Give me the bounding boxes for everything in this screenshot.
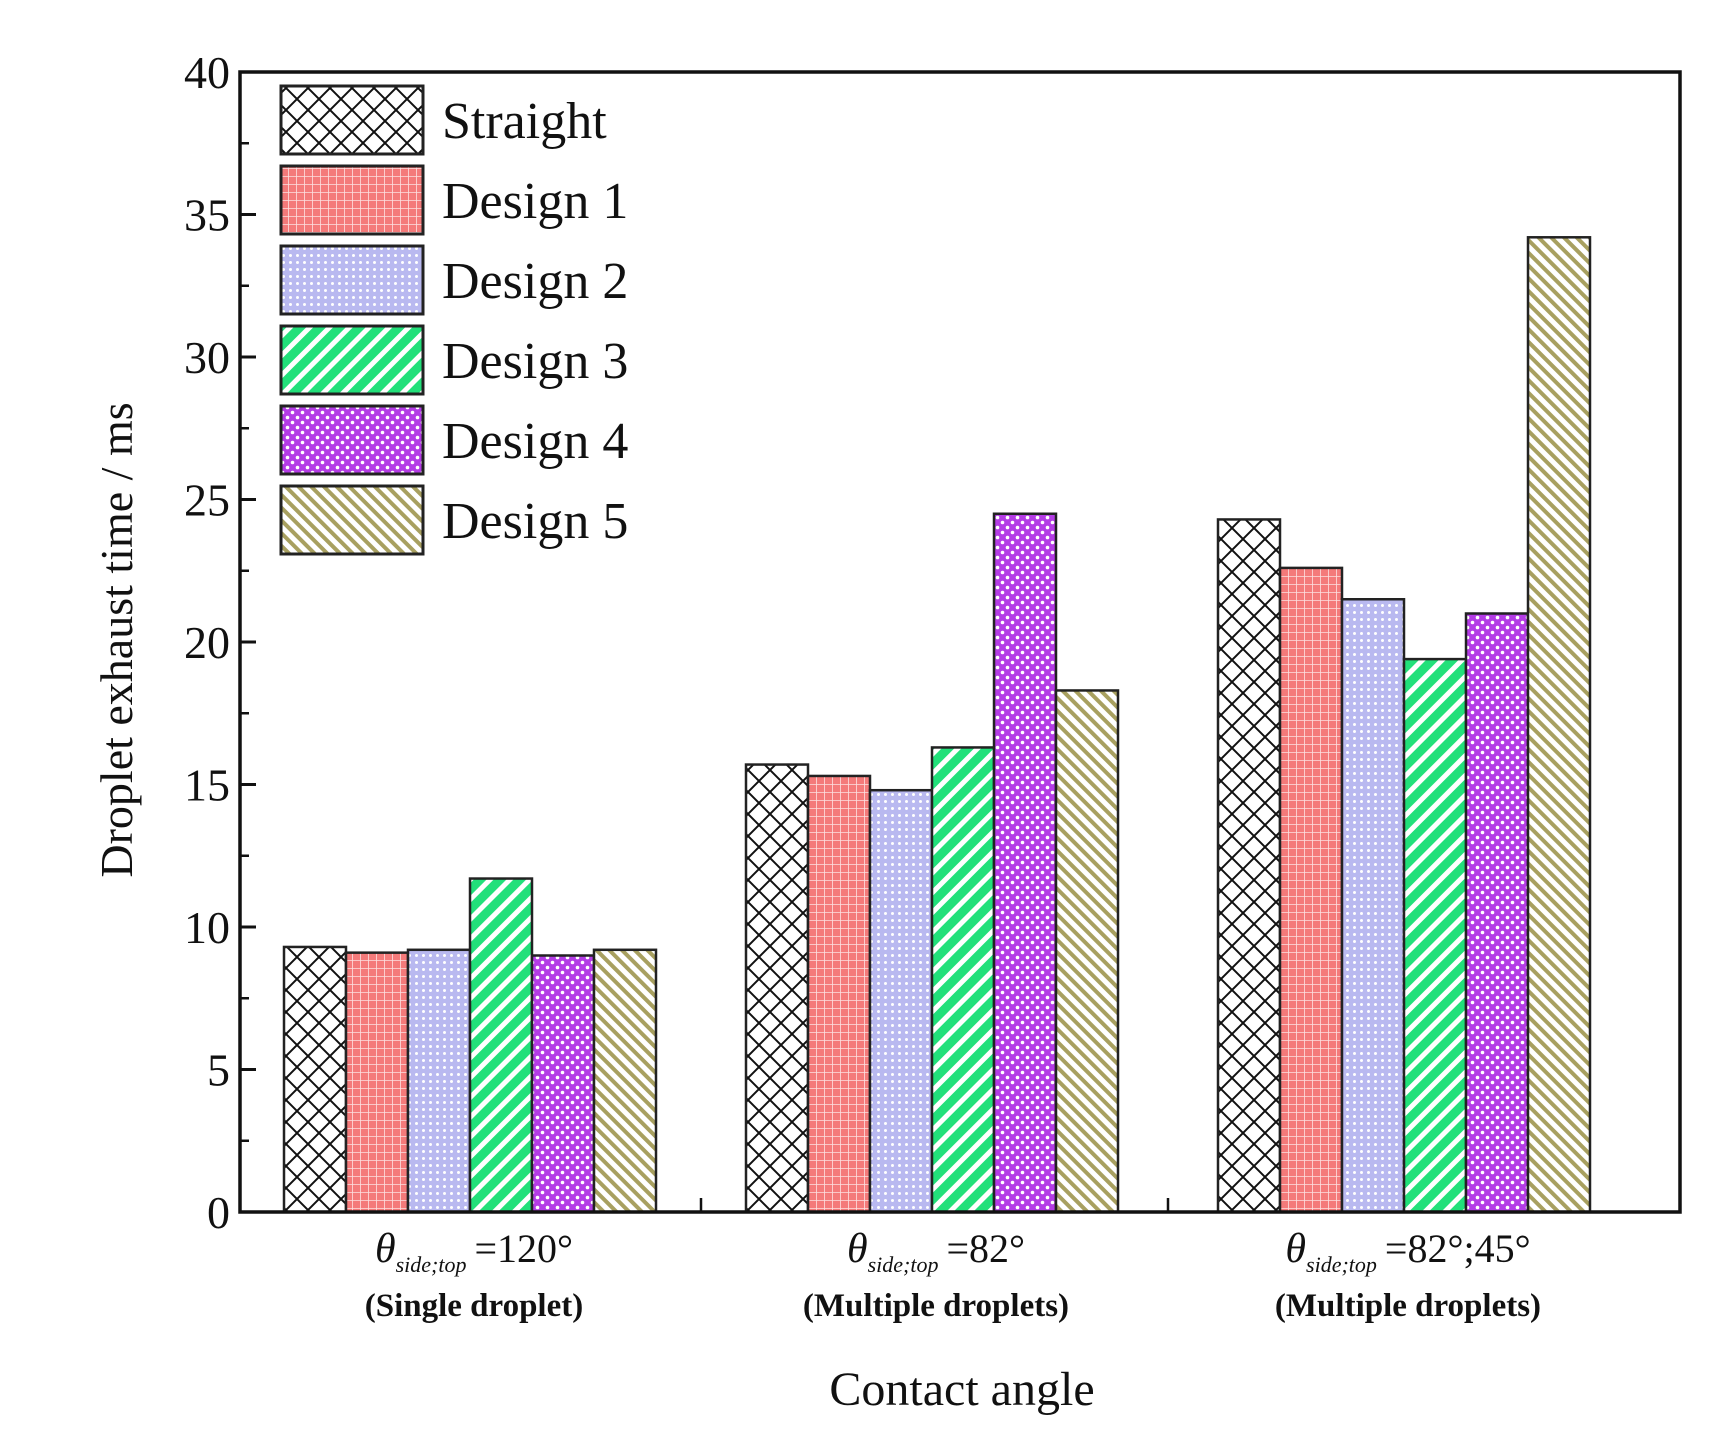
bar-straight-group-2 bbox=[744, 763, 810, 1214]
y-tick-label: 25 bbox=[184, 475, 230, 526]
bar-design-4-group-3 bbox=[1464, 612, 1530, 1214]
category-subscript: side;top bbox=[396, 1252, 467, 1277]
legend-item-design-2: Design 2 bbox=[279, 244, 628, 316]
bar-design-1-group-3 bbox=[1278, 566, 1344, 1214]
bar-design-2-group-3 bbox=[1340, 598, 1406, 1214]
y-tick-label: 15 bbox=[184, 760, 230, 811]
legend-swatch bbox=[279, 244, 425, 316]
legend-item-straight: Straight bbox=[279, 84, 607, 156]
category-value: =82° bbox=[946, 1226, 1025, 1271]
svg-text:θside;top=82°;45°: θside;top =82°;45° bbox=[1285, 1226, 1530, 1277]
legend-label: Design 1 bbox=[442, 173, 628, 230]
bars-layer bbox=[282, 236, 1592, 1214]
legend-swatch bbox=[279, 484, 425, 556]
bar-design-5-group-1 bbox=[592, 948, 658, 1214]
legend-swatch bbox=[279, 324, 425, 396]
legend-label: Design 5 bbox=[442, 493, 628, 550]
bar-design-2-group-1 bbox=[406, 948, 472, 1214]
bar-design-1-group-1 bbox=[344, 951, 410, 1214]
bar-straight-group-1 bbox=[282, 945, 348, 1214]
y-tick-label: 35 bbox=[184, 190, 230, 241]
x-category-label-3: θside;top =82°;45° (Multiple droplets) bbox=[1275, 1226, 1541, 1324]
svg-text:θside;top=82°: θside;top =82° bbox=[847, 1226, 1025, 1277]
bar-design-3-group-2 bbox=[930, 746, 996, 1214]
category-value: =82°;45° bbox=[1385, 1226, 1531, 1271]
bar-design-2-group-2 bbox=[868, 788, 934, 1214]
legend-swatch bbox=[279, 164, 425, 236]
legend-swatch bbox=[279, 404, 425, 476]
bar-straight-group-3 bbox=[1216, 518, 1282, 1214]
y-tick-label: 40 bbox=[184, 47, 230, 98]
bar-design-4-group-2 bbox=[992, 512, 1058, 1214]
y-tick-label: 30 bbox=[184, 332, 230, 383]
x-category-label-2: θside;top =82° (Multiple droplets) bbox=[803, 1226, 1069, 1324]
legend-item-design-3: Design 3 bbox=[279, 324, 628, 396]
y-tick-label: 5 bbox=[207, 1045, 230, 1096]
legend-label: Design 4 bbox=[442, 413, 628, 470]
legend-item-design-1: Design 1 bbox=[279, 164, 628, 236]
y-tick-label: 20 bbox=[184, 617, 230, 668]
bar-design-5-group-3 bbox=[1526, 236, 1592, 1214]
legend-swatch bbox=[279, 84, 425, 156]
y-axis-title: Droplet exhaust time / ms bbox=[91, 402, 142, 877]
x-axis-title: Contact angle bbox=[829, 1363, 1094, 1416]
category-symbol: θ bbox=[847, 1226, 868, 1272]
legend-item-design-5: Design 5 bbox=[279, 484, 628, 556]
bar-design-5-group-2 bbox=[1054, 689, 1120, 1214]
bar-design-3-group-1 bbox=[468, 877, 534, 1214]
category-subscript: side;top bbox=[868, 1252, 939, 1277]
y-tick-label: 0 bbox=[207, 1187, 230, 1238]
svg-text:θside;top=120°: θside;top =120° bbox=[375, 1226, 573, 1277]
y-tick-label: 10 bbox=[184, 902, 230, 953]
bar-design-1-group-2 bbox=[806, 774, 872, 1214]
category-note: (Multiple droplets) bbox=[1275, 1288, 1541, 1324]
category-note: (Single droplet) bbox=[365, 1288, 583, 1324]
legend-label: Design 2 bbox=[442, 253, 628, 310]
bar-design-4-group-1 bbox=[530, 954, 596, 1214]
category-value: =120° bbox=[474, 1226, 573, 1271]
bar-design-3-group-3 bbox=[1402, 657, 1468, 1214]
x-category-label-1: θside;top =120° (Single droplet) bbox=[365, 1226, 583, 1324]
legend-item-design-4: Design 4 bbox=[279, 404, 628, 476]
legend-label: Straight bbox=[442, 93, 607, 150]
category-symbol: θ bbox=[1285, 1226, 1306, 1272]
legend: Straight Design 1 Design 2 Design 3 Design 4… bbox=[279, 84, 628, 556]
category-note: (Multiple droplets) bbox=[803, 1288, 1069, 1324]
legend-label: Design 3 bbox=[442, 333, 628, 390]
category-symbol: θ bbox=[375, 1226, 396, 1272]
category-subscript: side;top bbox=[1306, 1252, 1377, 1277]
